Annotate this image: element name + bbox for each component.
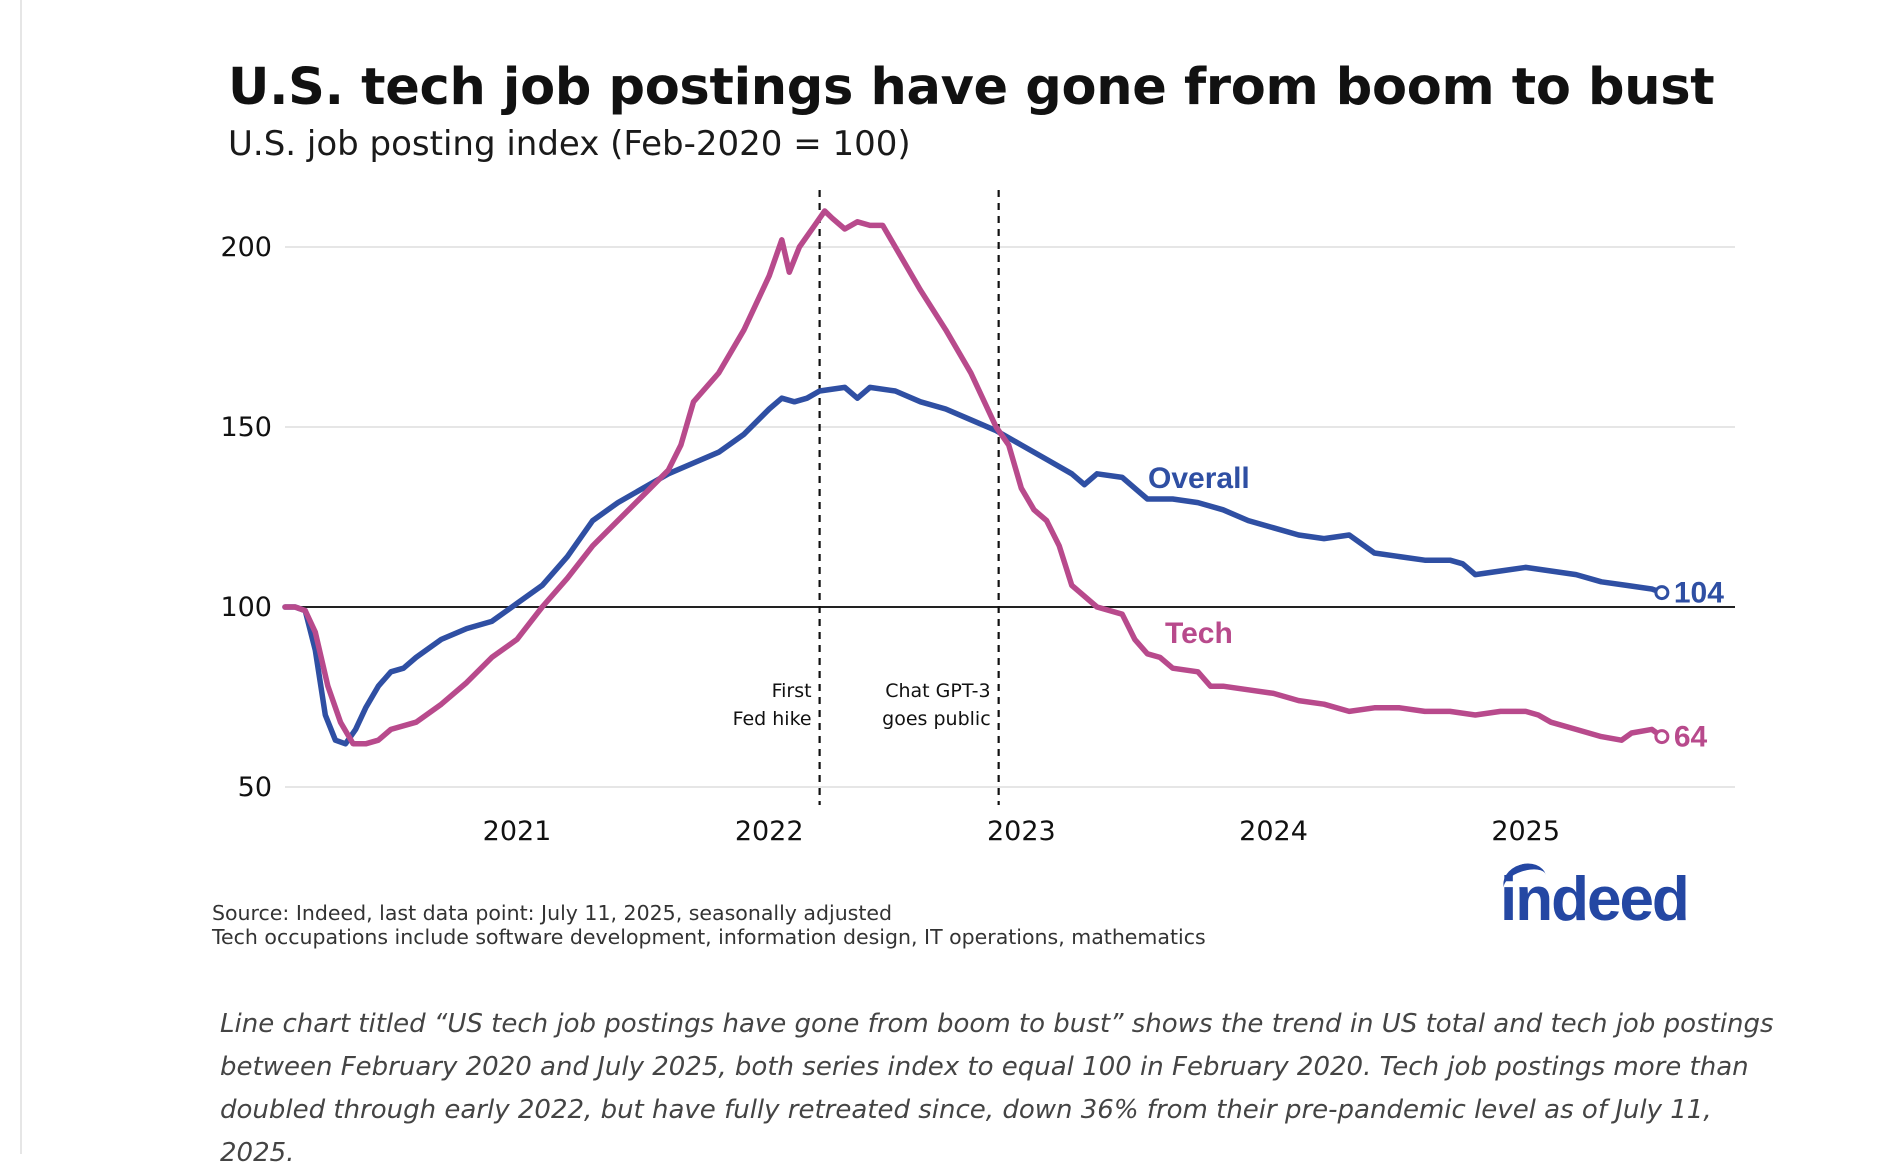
source-line-1: Source: Indeed, last data point: July 11… — [212, 901, 893, 925]
series-end-value-tech: 64 — [1674, 721, 1708, 754]
x-tick-label-2022: 2022 — [735, 816, 804, 847]
series-name-tech: Tech — [1165, 617, 1233, 650]
indeed-logo: indeed — [1500, 865, 1690, 934]
annotation-label-1-2: Fed hike — [733, 708, 812, 730]
y-tick-label-100: 100 — [220, 592, 272, 623]
x-tick-label-2024: 2024 — [1239, 816, 1308, 847]
series-end-value-overall: 104 — [1674, 577, 1724, 610]
y-tick-label-200: 200 — [220, 232, 272, 263]
x-axis-labels: 2021 2022 2023 2024 2025 — [483, 816, 1560, 847]
chart-subtitle: U.S. job posting index (Feb-2020 = 100) — [228, 124, 911, 164]
y-tick-label-50: 50 — [238, 772, 272, 803]
chart-title: U.S. tech job postings have gone from bo… — [228, 58, 1715, 117]
grid-lines — [285, 246, 1735, 788]
source-note: Source: Indeed, last data point: July 11… — [212, 901, 1206, 949]
chart-caption: Line chart titled “US tech job postings … — [220, 1009, 1774, 1168]
series-lines — [282, 208, 1670, 747]
annotation-lines: First Fed hike Chat GPT-3 goes public — [733, 190, 1000, 805]
annotation-label-2-2: goes public — [882, 708, 990, 730]
x-tick-label-2021: 2021 — [483, 816, 552, 847]
page-left-rule — [20, 0, 22, 1154]
x-tick-label-2025: 2025 — [1491, 816, 1560, 847]
y-tick-label-150: 150 — [220, 412, 272, 443]
source-line-2: Tech occupations include software develo… — [212, 925, 1206, 949]
annotation-label-2-1: Chat GPT-3 — [885, 680, 990, 702]
series-end-marker-overall — [1654, 585, 1670, 601]
series-labels: 104 Overall 64 Tech — [1148, 462, 1724, 754]
x-tick-label-2023: 2023 — [987, 816, 1056, 847]
series-name-overall: Overall — [1148, 462, 1250, 495]
y-axis-labels: 50 100 150 200 — [220, 232, 272, 803]
series-line-tech — [282, 208, 1665, 747]
series-line-overall — [282, 384, 1665, 747]
series-end-marker-tech — [1654, 729, 1670, 745]
annotation-label-1-1: First — [772, 680, 812, 702]
